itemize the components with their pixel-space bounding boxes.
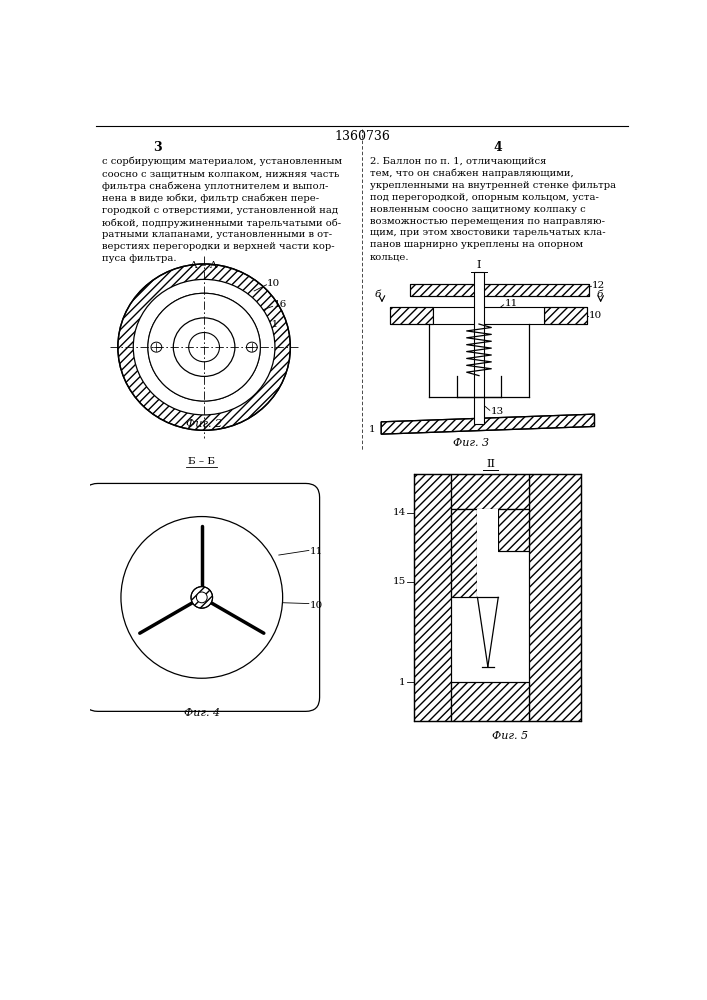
Text: 1: 1	[399, 678, 406, 687]
Circle shape	[121, 517, 283, 678]
Text: Б – Б: Б – Б	[188, 458, 216, 466]
Text: I: I	[477, 260, 481, 270]
Circle shape	[191, 587, 213, 608]
Bar	[450, 509, 477, 597]
Bar	[450, 682, 529, 721]
Text: II: II	[486, 459, 495, 469]
Ellipse shape	[118, 264, 291, 430]
Bar	[529, 474, 581, 721]
Ellipse shape	[247, 342, 257, 352]
Text: 4: 4	[494, 141, 503, 154]
Bar	[477, 509, 498, 597]
Text: 15: 15	[392, 578, 406, 586]
Bar	[544, 307, 587, 324]
Text: А – А: А – А	[190, 261, 218, 270]
Ellipse shape	[173, 318, 235, 376]
Circle shape	[197, 592, 207, 603]
FancyBboxPatch shape	[84, 483, 320, 711]
Polygon shape	[477, 597, 498, 667]
Bar	[450, 474, 529, 509]
Bar	[390, 307, 433, 324]
Bar	[390, 307, 433, 324]
Polygon shape	[381, 414, 595, 434]
Bar	[409, 284, 589, 296]
Bar	[498, 509, 529, 551]
Text: Фиг. 4: Фиг. 4	[184, 708, 220, 718]
Bar	[414, 474, 450, 721]
Text: 12: 12	[592, 281, 605, 290]
Text: Фиг. 3: Фиг. 3	[453, 438, 489, 448]
Text: 10: 10	[267, 279, 281, 288]
Bar	[498, 509, 529, 551]
Text: с сорбирующим материалом, установленным
соосно с защитным колпаком, нижняя часть: с сорбирующим материалом, установленным …	[102, 157, 341, 263]
Text: 1360736: 1360736	[334, 130, 390, 143]
Text: 10: 10	[310, 601, 323, 610]
Bar	[474, 272, 484, 424]
Bar	[414, 474, 450, 721]
Bar	[409, 284, 589, 296]
Text: 11: 11	[266, 320, 279, 329]
Text: б: б	[375, 290, 381, 299]
Text: 2. Баллон по п. 1, отличающийся
тем, что он снабжен направляющими,
укрепленными : 2. Баллон по п. 1, отличающийся тем, что…	[370, 157, 616, 261]
Bar	[433, 307, 544, 324]
Ellipse shape	[189, 333, 219, 362]
Bar	[544, 307, 587, 324]
Text: 13: 13	[491, 407, 504, 416]
Bar	[450, 474, 529, 509]
Text: 11: 11	[504, 299, 518, 308]
Bar	[450, 682, 529, 721]
Bar	[529, 474, 581, 721]
Ellipse shape	[148, 293, 260, 401]
Text: Фиг. 2: Фиг. 2	[186, 419, 222, 429]
Text: Фиг. 5: Фиг. 5	[492, 731, 528, 741]
Text: 1: 1	[368, 425, 375, 434]
Ellipse shape	[133, 279, 275, 415]
Bar	[450, 509, 477, 597]
Text: б: б	[597, 290, 603, 299]
Bar	[477, 551, 498, 597]
Text: 14: 14	[392, 508, 406, 517]
Text: 3: 3	[153, 141, 162, 154]
Ellipse shape	[151, 342, 162, 352]
Text: 16: 16	[274, 300, 286, 309]
Text: 10: 10	[589, 311, 602, 320]
Text: 11: 11	[310, 547, 323, 556]
